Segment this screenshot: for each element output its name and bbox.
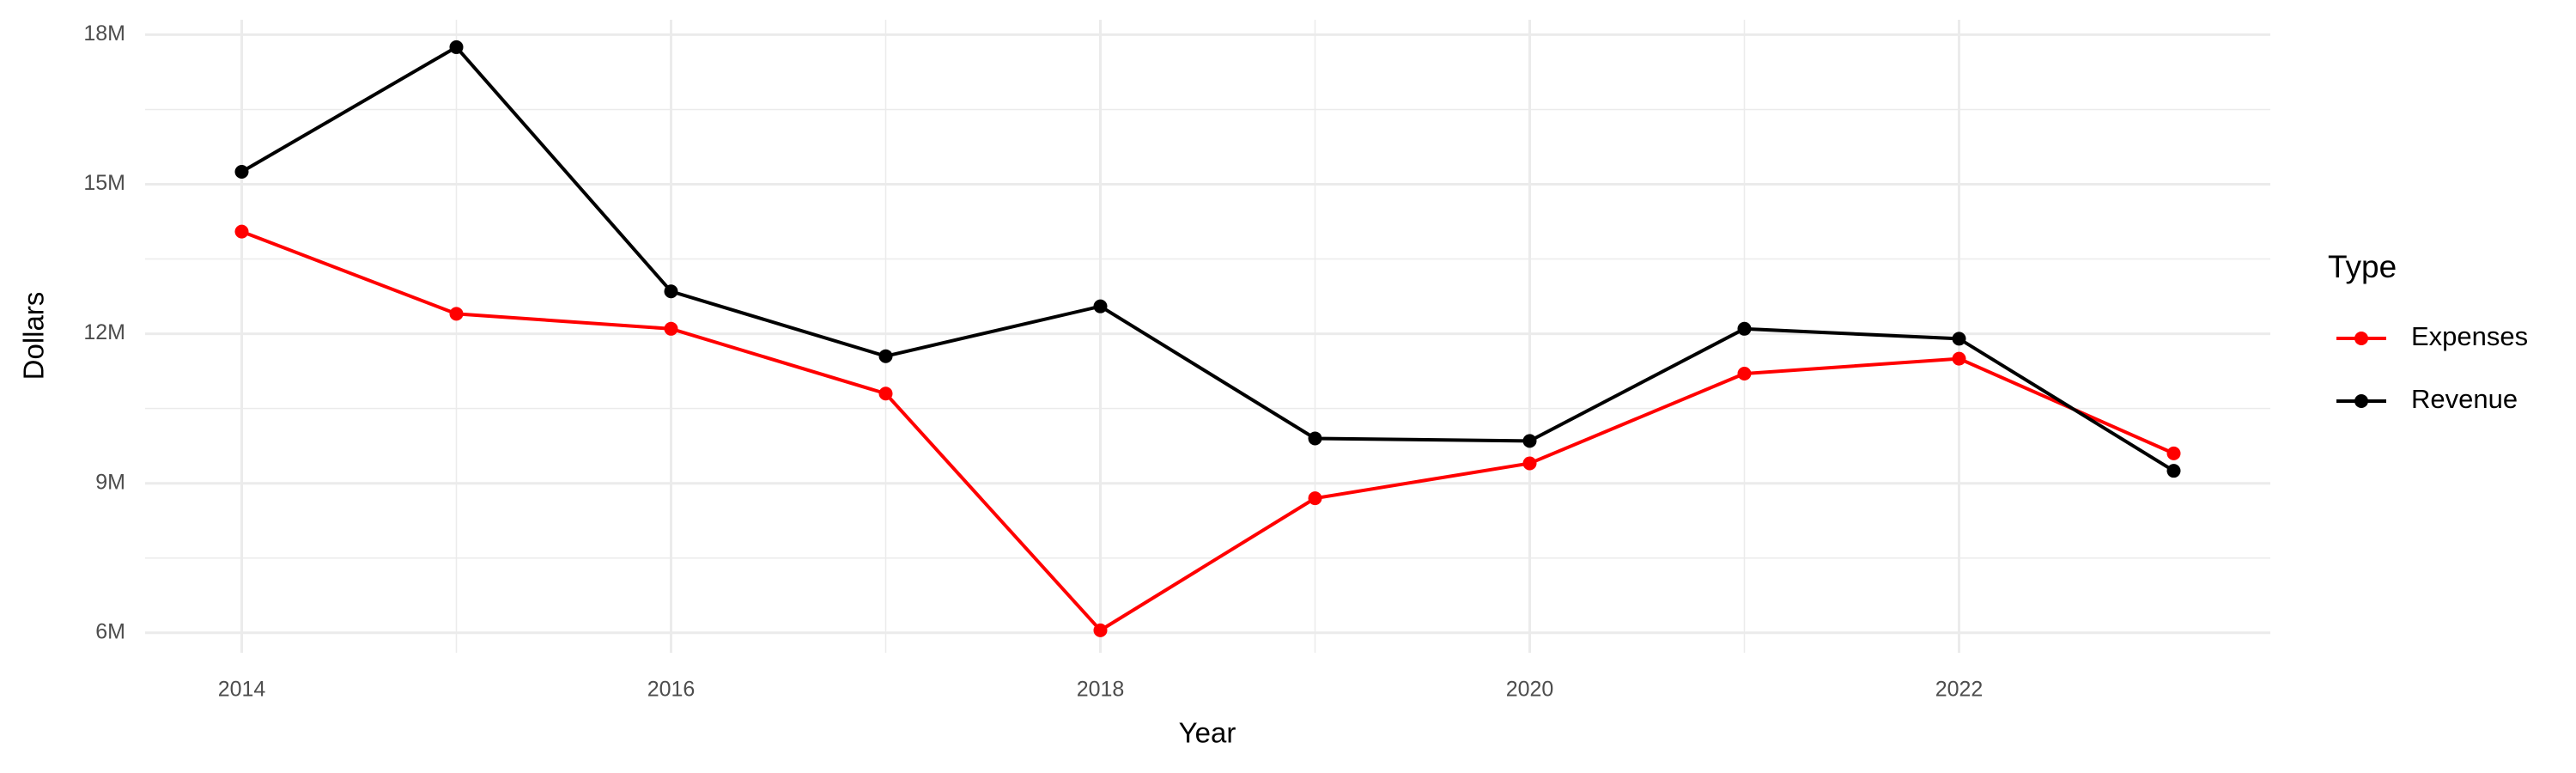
y-tick-label: 9M	[95, 470, 125, 494]
data-point	[2166, 446, 2181, 460]
x-tick-label: 2016	[647, 678, 696, 702]
legend-item: Expenses	[2336, 321, 2528, 351]
data-point	[2166, 464, 2181, 478]
data-point	[1522, 434, 1537, 448]
x-tick-label: 2020	[1506, 678, 1554, 702]
data-point	[449, 307, 464, 321]
legend-label: Expenses	[2411, 321, 2528, 351]
legend-title: Type	[2328, 249, 2397, 284]
data-point	[878, 386, 893, 401]
x-axis-title: Year	[1179, 717, 1236, 749]
data-point	[1093, 623, 1108, 637]
x-tick-label: 2018	[1077, 678, 1125, 702]
data-point	[1737, 321, 1752, 336]
data-point	[234, 164, 249, 179]
data-point	[234, 224, 249, 239]
y-tick-label: 15M	[83, 171, 125, 195]
data-point	[449, 40, 464, 54]
data-point	[1952, 351, 1966, 366]
data-point	[1308, 431, 1322, 446]
data-point	[1952, 332, 1966, 346]
x-tick-label: 2022	[1935, 678, 1984, 702]
legend-key-point	[2354, 394, 2368, 408]
legend-item: Revenue	[2336, 384, 2518, 414]
series-line	[240, 229, 2175, 633]
series-line	[240, 45, 2175, 472]
x-tick-label: 2014	[218, 678, 266, 702]
y-tick-label: 18M	[83, 21, 125, 46]
y-tick-label: 12M	[83, 320, 125, 344]
data-point	[1308, 491, 1322, 506]
legend-key-point	[2354, 332, 2368, 345]
data-point	[878, 349, 893, 363]
data-point	[664, 284, 678, 299]
data-point	[664, 321, 678, 336]
data-point	[1737, 367, 1752, 381]
y-axis-title: Dollars	[18, 292, 50, 380]
y-tick-label: 6M	[95, 619, 125, 643]
grid	[145, 20, 2270, 653]
data-point	[1522, 456, 1537, 471]
legend-label: Revenue	[2411, 384, 2518, 414]
data-point	[1093, 299, 1108, 313]
